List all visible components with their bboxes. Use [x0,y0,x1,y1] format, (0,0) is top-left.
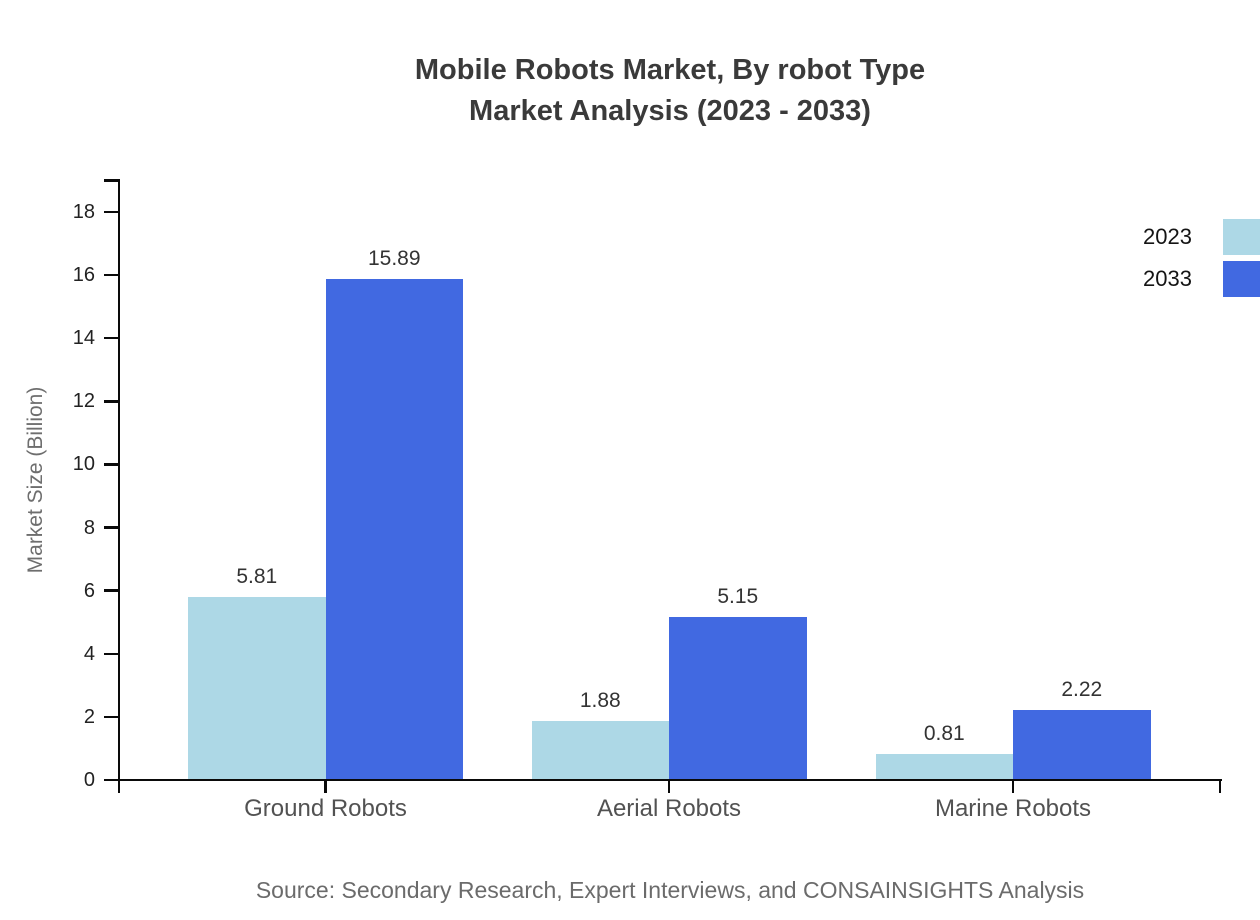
category-label-ground-robots: Ground Robots [244,795,407,822]
y-tick-label: 6 [83,579,95,602]
legend-label: 2033 [1143,266,1192,291]
bar-value-label: 0.81 [923,722,965,746]
bar-value-label: 1.88 [579,688,621,712]
bar-2033-ground-robots [325,278,463,780]
chart-title-line2: Market Analysis (2023 - 2033) [469,95,871,127]
y-tick-mark [103,210,118,214]
y-tick-mark [103,778,118,782]
bar-value-label: 2.22 [1061,677,1103,701]
x-tick-mark [667,780,671,793]
bar-value-label: 5.15 [717,585,759,609]
y-tick-mark [103,273,118,277]
y-tick-label: 18 [72,201,95,223]
chart-title: Mobile Robots Market, By robot Type Mark… [120,50,1220,132]
y-axis-top-cap [103,179,118,182]
legend-label: 2023 [1143,224,1192,249]
legend-entry-2023: 2023 [1143,219,1260,255]
x-tick-mark [324,780,327,793]
legend: 2023 2033 [1143,219,1260,303]
bar-value-label: 15.89 [367,246,421,270]
x-tick-mark [1011,780,1015,793]
y-tick-label: 12 [72,390,95,413]
y-tick-mark [103,715,118,719]
y-tick-label: 10 [72,453,95,476]
bar-2023-aerial-robots [531,720,669,780]
y-tick-label: 4 [83,642,95,665]
y-tick-mark [103,400,118,403]
y-tick-mark [103,463,118,466]
chart-title-line1: Mobile Robots Market, By robot Type [414,54,926,86]
y-tick-mark [103,526,118,529]
source-note: Source: Secondary Research, Expert Inter… [255,877,1085,903]
category-label-aerial-robots: Aerial Robots [596,795,742,822]
y-axis-line [117,179,121,793]
y-tick-mark [103,652,118,656]
bar-2033-aerial-robots [669,617,807,780]
y-tick-mark [103,336,118,340]
y-tick-label: 14 [72,327,95,350]
legend-swatch [1223,261,1260,297]
y-tick-label: 8 [83,516,95,539]
legend-swatch [1223,219,1260,255]
y-axis-title: Market Size (Billion) [24,386,47,574]
y-tick-mark [103,589,118,592]
legend-entry-2033: 2033 [1143,261,1260,297]
y-tick-label: 2 [83,705,95,728]
y-tick-label: 16 [72,264,95,287]
bar-2023-marine-robots [875,754,1013,780]
y-tick-label: 0 [83,769,95,791]
bar-value-label: 5.81 [236,564,278,588]
bar-2023-ground-robots [188,596,326,780]
bar-2033-marine-robots [1013,709,1151,780]
x-axis-end-cap [1218,778,1221,793]
category-label-marine-robots: Marine Robots [934,795,1092,822]
